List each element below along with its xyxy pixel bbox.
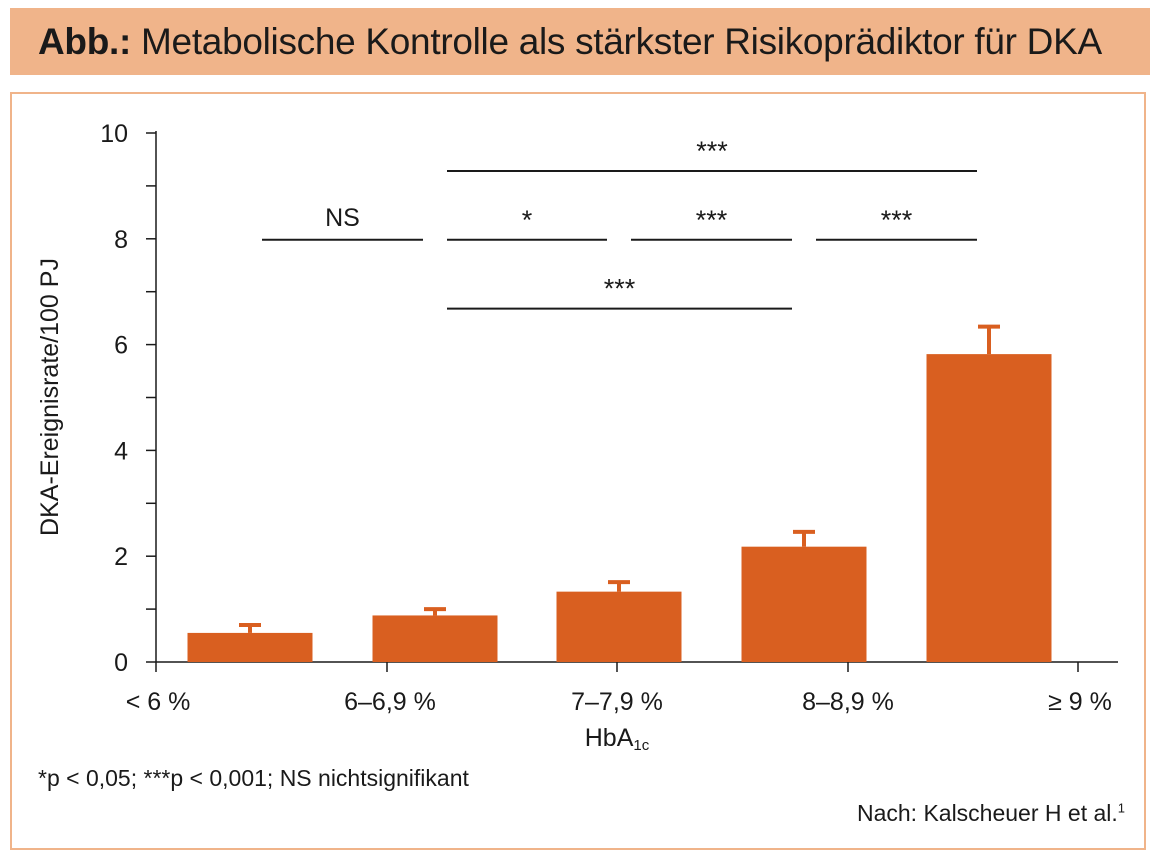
x-tick-label: 8–8,9 % — [802, 688, 894, 716]
significance-label: *** — [696, 136, 728, 166]
y-tick-label: 10 — [100, 120, 128, 148]
figure-title-text: Metabolische Kontrolle als stärkster Ris… — [141, 20, 1102, 62]
x-axis-title-main: HbA — [585, 724, 634, 752]
y-tick-label: 0 — [114, 649, 128, 677]
significance-label: NS — [325, 204, 360, 232]
y-tick-label: 2 — [114, 543, 128, 571]
footnote: *p < 0,05; ***p < 0,001; NS nichtsignifi… — [38, 765, 469, 791]
source-citation: Nach: Kalscheuer H et al.1 — [857, 800, 1125, 827]
x-axis-title: HbA1c — [585, 724, 650, 754]
bar — [926, 354, 1052, 662]
chart-frame — [10, 92, 1146, 850]
bar — [741, 546, 867, 662]
x-axis-title-subscript: 1c — [633, 737, 649, 754]
x-tick-label: < 6 % — [126, 688, 191, 716]
source-ref: 1 — [1117, 800, 1125, 816]
bar — [556, 591, 682, 662]
figure-header: Abb.: Metabolische Kontrolle als stärkst… — [10, 8, 1150, 75]
figure-prefix: Abb.: — [38, 20, 132, 62]
x-tick-label: 6–6,9 % — [344, 688, 436, 716]
figure-title: Abb.: Metabolische Kontrolle als stärkst… — [38, 21, 1102, 63]
source-text: Nach: Kalscheuer H et al. — [856, 800, 1118, 826]
significance-label: *** — [696, 205, 728, 235]
bar — [372, 615, 498, 662]
y-tick-label: 6 — [114, 332, 128, 360]
x-tick-label: 7–7,9 % — [571, 688, 663, 716]
x-tick-label: ≥ 9 % — [1048, 688, 1112, 716]
y-axis-title: DKA-Ereignisrate/100 PJ — [36, 258, 64, 536]
significance-label: *** — [881, 205, 913, 235]
significance-label: * — [522, 205, 533, 235]
significance-label: *** — [604, 274, 636, 304]
y-tick-label: 8 — [114, 226, 128, 254]
bar — [187, 632, 313, 662]
y-tick-label: 4 — [114, 437, 128, 465]
